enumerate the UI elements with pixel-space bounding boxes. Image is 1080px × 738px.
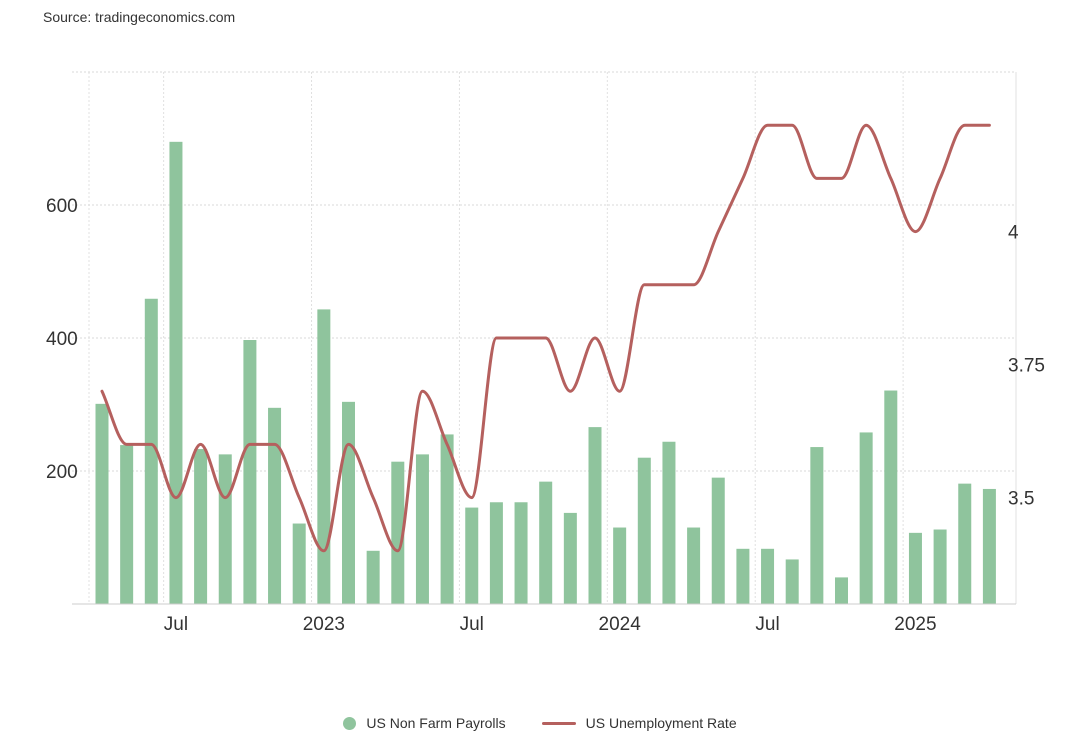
payroll-bar bbox=[958, 483, 972, 604]
payroll-bar bbox=[415, 454, 429, 604]
legend-item-payrolls[interactable]: US Non Farm Payrolls bbox=[343, 715, 506, 731]
y-right-tick-label: 4 bbox=[1008, 223, 1019, 244]
legend-label-unemployment: US Unemployment Rate bbox=[585, 715, 737, 731]
legend-item-unemployment[interactable]: US Unemployment Rate bbox=[541, 715, 737, 731]
payroll-bar bbox=[563, 512, 577, 604]
payroll-bar bbox=[859, 432, 873, 604]
payroll-bar bbox=[662, 441, 676, 604]
payroll-bar bbox=[736, 548, 750, 604]
payroll-bar bbox=[711, 477, 725, 604]
x-tick-label: 2023 bbox=[303, 614, 345, 635]
x-tick-label: 2025 bbox=[894, 614, 936, 635]
payroll-bar bbox=[761, 548, 775, 604]
x-tick-label: 2024 bbox=[599, 614, 642, 635]
payroll-bar bbox=[785, 559, 799, 604]
x-tick-label: Jul bbox=[755, 614, 779, 635]
payroll-bar bbox=[218, 454, 232, 604]
legend-marker-payrolls bbox=[343, 716, 357, 730]
payroll-bar bbox=[539, 481, 553, 604]
payroll-bar bbox=[268, 407, 282, 604]
grid bbox=[72, 71, 1017, 604]
y-left-tick-label: 200 bbox=[46, 462, 78, 483]
payroll-bar bbox=[835, 577, 848, 604]
legend: US Non Farm Payrolls US Unemployment Rat… bbox=[0, 712, 1080, 734]
payroll-bar bbox=[810, 447, 824, 604]
y-left-tick-label: 400 bbox=[46, 329, 78, 350]
payroll-bar bbox=[465, 507, 479, 604]
payroll-bar bbox=[440, 434, 454, 604]
payroll-bar bbox=[613, 527, 627, 604]
payroll-bar bbox=[120, 445, 134, 604]
payroll-bar bbox=[243, 339, 257, 604]
payroll-bar bbox=[169, 141, 183, 604]
x-tick-label: Jul bbox=[164, 614, 188, 635]
payroll-bar bbox=[982, 488, 996, 604]
axes: 200 400 600 3.5 3.75 4 Jul 2023 Jul 2024 Jul 2025 bbox=[46, 196, 1045, 635]
y-left-tick-label: 600 bbox=[46, 196, 78, 217]
payroll-bar bbox=[95, 403, 109, 604]
payroll-bar bbox=[514, 502, 528, 604]
x-tick-label: Jul bbox=[460, 614, 484, 635]
payroll-bar bbox=[933, 529, 947, 604]
payroll-bar bbox=[317, 309, 331, 604]
payroll-bar bbox=[366, 550, 380, 604]
payroll-bar bbox=[687, 527, 701, 604]
y-right-tick-label: 3.75 bbox=[1008, 356, 1045, 377]
payroll-bar bbox=[292, 523, 306, 604]
chart: 200 400 600 3.5 3.75 4 Jul 2023 Jul 2024 Jul 2025 bbox=[46, 71, 1045, 635]
legend-label-payrolls: US Non Farm Payrolls bbox=[366, 715, 506, 731]
payroll-bar bbox=[588, 427, 602, 604]
payroll-bar bbox=[342, 401, 355, 604]
payroll-bar bbox=[908, 532, 922, 604]
payrolls-bars bbox=[95, 141, 996, 604]
payroll-bar bbox=[884, 390, 898, 604]
y-right-tick-label: 3.5 bbox=[1008, 489, 1034, 510]
payroll-bar bbox=[194, 449, 208, 604]
unemployment-line-layer bbox=[100, 123, 991, 553]
source-note: Source: tradingeconomics.com bbox=[43, 9, 236, 25]
payroll-bar bbox=[144, 298, 158, 604]
payroll-bar bbox=[489, 502, 503, 604]
payroll-bar bbox=[391, 461, 405, 604]
legend-marker-unemployment bbox=[541, 721, 576, 725]
payroll-bar bbox=[637, 457, 651, 604]
unemployment-rate-line bbox=[100, 123, 991, 553]
